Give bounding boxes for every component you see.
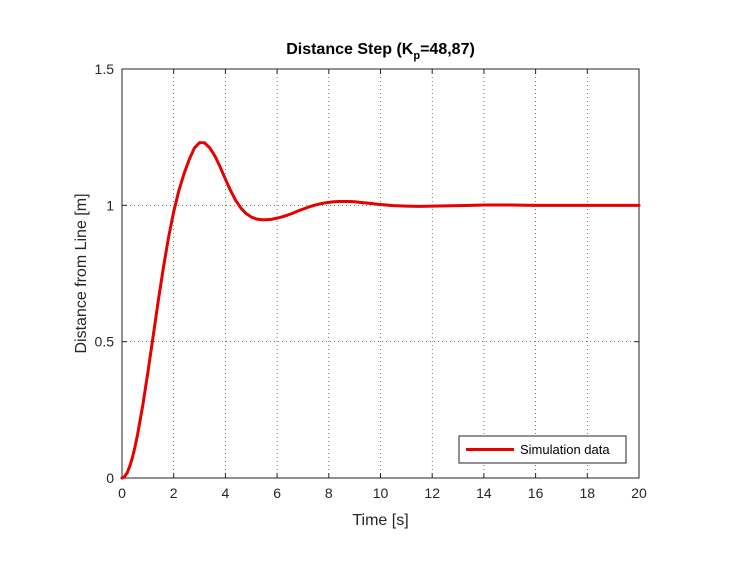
legend-label: Simulation data [520,442,610,457]
chart-title-prefix: Distance Step (K [286,41,414,58]
y-tick-label: 0 [106,470,114,486]
y-axis-label: Distance from Line [m] [73,193,90,353]
x-tick-label: 12 [424,485,440,501]
x-tick-label: 6 [273,485,281,501]
x-tick-label: 2 [170,485,178,501]
series-line [120,141,641,480]
x-tick-label: 16 [528,485,544,501]
y-tick-label: 1.5 [95,61,115,77]
x-tick-label: 10 [373,485,389,501]
x-tick-label: 14 [476,485,492,501]
y-tick-label: 0.5 [95,334,115,350]
ticks: 0 2 4 6 8 10 12 14 16 18 20 0 0.5 1 1.5 [95,61,647,501]
chart-title: Distance Step (Kp=48,87) [286,41,475,62]
x-tick-label: 0 [118,485,126,501]
grid [122,69,639,478]
x-tick-label: 20 [631,485,647,501]
x-tick-label: 18 [580,485,596,501]
chart-title-suffix: =48,87) [420,41,475,58]
y-tick-label: 1 [106,197,114,213]
x-tick-label: 8 [325,485,333,501]
x-tick-label: 4 [222,485,230,501]
x-axis-label: Time [s] [352,512,408,529]
legend: Simulation data [458,435,627,464]
series-group [120,141,641,480]
chart-title-subscript: p [413,50,420,62]
